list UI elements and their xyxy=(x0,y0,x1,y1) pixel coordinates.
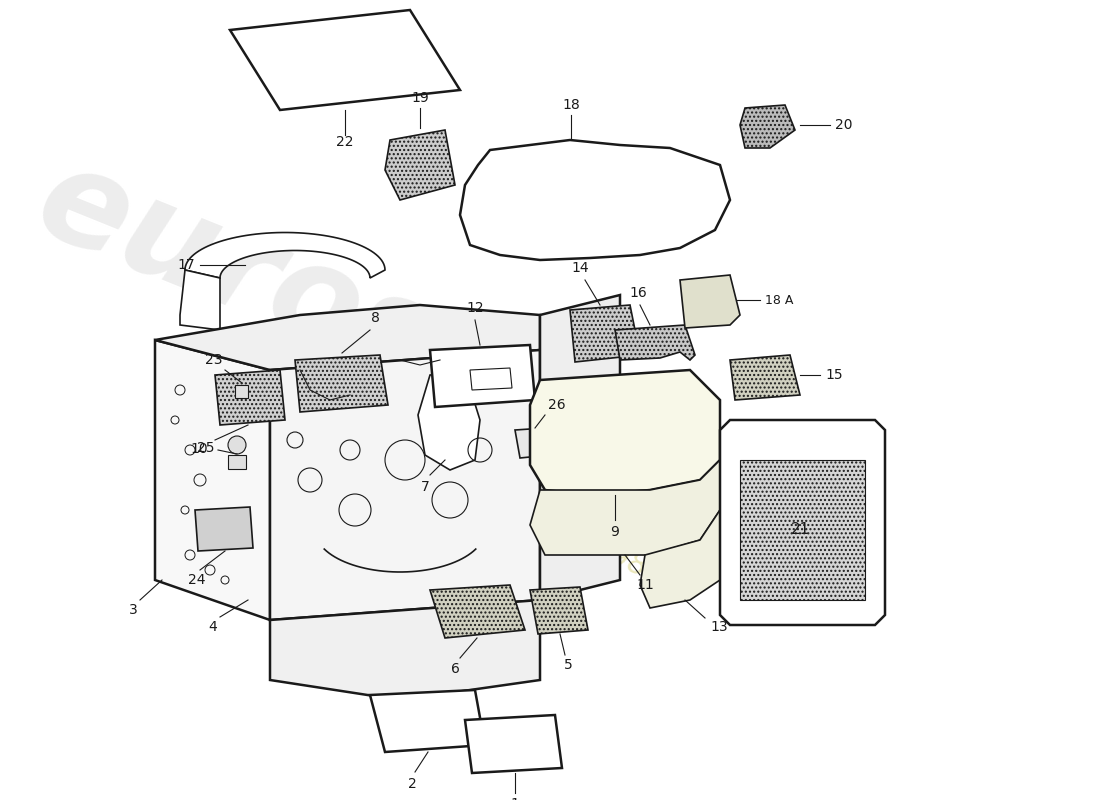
Text: 19: 19 xyxy=(411,91,429,105)
Polygon shape xyxy=(530,587,588,634)
Polygon shape xyxy=(460,140,730,260)
Text: 11: 11 xyxy=(636,578,653,592)
Polygon shape xyxy=(155,305,540,370)
Text: 18 A: 18 A xyxy=(764,294,793,306)
Text: 23: 23 xyxy=(205,353,222,367)
Text: 9: 9 xyxy=(610,525,619,539)
Text: 3: 3 xyxy=(130,603,138,617)
Text: 8: 8 xyxy=(371,311,380,325)
Polygon shape xyxy=(470,368,512,390)
Polygon shape xyxy=(680,275,740,328)
Text: 15: 15 xyxy=(825,368,843,382)
Polygon shape xyxy=(530,460,720,555)
Polygon shape xyxy=(515,428,550,458)
Text: 5: 5 xyxy=(563,658,572,672)
Polygon shape xyxy=(418,372,480,470)
Polygon shape xyxy=(430,345,535,407)
Polygon shape xyxy=(155,340,270,620)
Polygon shape xyxy=(740,105,795,148)
Polygon shape xyxy=(540,295,620,600)
Polygon shape xyxy=(235,385,248,398)
Polygon shape xyxy=(530,370,720,495)
Text: 17: 17 xyxy=(177,258,195,272)
Text: 7: 7 xyxy=(420,480,429,494)
Polygon shape xyxy=(295,355,388,412)
Text: a passion for parts since 1985: a passion for parts since 1985 xyxy=(231,390,669,590)
Text: 16: 16 xyxy=(629,286,647,300)
Polygon shape xyxy=(185,233,385,278)
Polygon shape xyxy=(570,305,640,362)
Polygon shape xyxy=(385,130,455,200)
Polygon shape xyxy=(740,460,865,600)
Text: 22: 22 xyxy=(337,135,354,149)
Text: eurospares: eurospares xyxy=(19,134,840,566)
Polygon shape xyxy=(270,600,540,700)
Polygon shape xyxy=(195,507,253,551)
Polygon shape xyxy=(465,715,562,773)
Polygon shape xyxy=(640,510,730,608)
Text: 2: 2 xyxy=(408,777,417,791)
Polygon shape xyxy=(615,325,695,360)
Text: 18: 18 xyxy=(562,98,580,112)
Polygon shape xyxy=(230,10,460,110)
Text: 21: 21 xyxy=(791,522,810,538)
Bar xyxy=(228,455,246,469)
Text: 13: 13 xyxy=(710,620,727,634)
Polygon shape xyxy=(270,350,540,620)
Text: 25: 25 xyxy=(198,441,214,455)
Polygon shape xyxy=(720,420,886,625)
Text: 14: 14 xyxy=(571,261,588,275)
Text: 12: 12 xyxy=(466,301,484,315)
Polygon shape xyxy=(180,270,220,330)
Circle shape xyxy=(228,436,246,454)
Text: 10: 10 xyxy=(190,442,208,456)
Text: 4: 4 xyxy=(208,620,217,634)
Text: 1: 1 xyxy=(510,797,519,800)
Text: 24: 24 xyxy=(188,573,206,587)
Polygon shape xyxy=(730,355,800,400)
Polygon shape xyxy=(370,690,485,752)
Polygon shape xyxy=(430,585,525,638)
Text: 20: 20 xyxy=(835,118,852,132)
Text: 6: 6 xyxy=(451,662,460,676)
Polygon shape xyxy=(214,370,285,425)
Text: 26: 26 xyxy=(548,398,565,412)
